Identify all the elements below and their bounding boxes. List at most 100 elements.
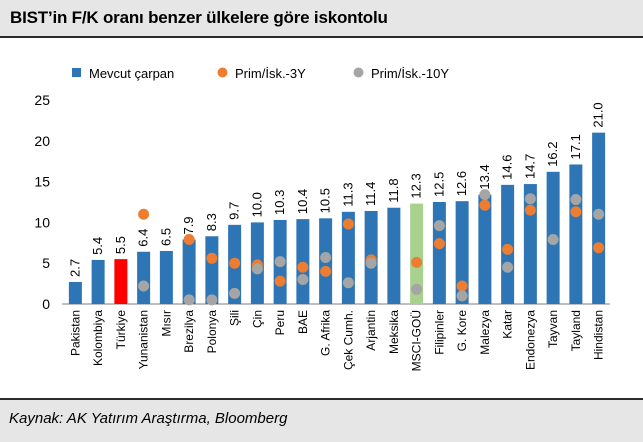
category-label: Yunanistan bbox=[137, 310, 151, 369]
dot-marker bbox=[138, 280, 150, 292]
dot-marker bbox=[206, 252, 218, 264]
bar bbox=[91, 259, 105, 304]
dot-marker bbox=[502, 243, 514, 255]
bar bbox=[478, 194, 492, 304]
value-label: 10.3 bbox=[272, 190, 287, 215]
y-tick-label: 0 bbox=[42, 296, 50, 312]
chart-title: BIST’in F/K oranı benzer ülkelere göre i… bbox=[10, 8, 388, 27]
category-label: BAE bbox=[296, 310, 310, 334]
category-label: Çin bbox=[250, 310, 264, 328]
legend-swatch bbox=[353, 67, 364, 78]
value-label: 2.7 bbox=[67, 259, 82, 277]
dot-marker bbox=[411, 283, 423, 295]
value-label: 14.6 bbox=[500, 155, 515, 180]
value-label: 10.0 bbox=[249, 192, 264, 217]
category-label: Pakistan bbox=[68, 310, 82, 356]
dot-marker bbox=[297, 261, 309, 273]
legend-swatch bbox=[217, 67, 228, 78]
bar bbox=[455, 201, 469, 304]
dot-marker bbox=[138, 208, 150, 220]
dot-marker bbox=[456, 280, 468, 292]
category-label: Arjantin bbox=[364, 310, 378, 351]
category-label: Mısır bbox=[159, 310, 173, 337]
y-tick-label: 5 bbox=[42, 255, 50, 271]
dot-marker bbox=[593, 208, 605, 220]
legend-label: Prim/İsk.-10Y bbox=[371, 66, 449, 81]
category-label: Filipinler bbox=[432, 310, 446, 355]
category-label: Peru bbox=[273, 310, 287, 335]
bar bbox=[137, 251, 151, 304]
value-label: 6.5 bbox=[158, 228, 173, 246]
dot-marker bbox=[524, 193, 536, 205]
bar bbox=[159, 250, 173, 304]
category-label: G. Kore bbox=[455, 310, 469, 352]
category-label: Türkiye bbox=[114, 310, 128, 350]
footer: Kaynak: AK Yatırım Araştırma, Bloomberg bbox=[0, 398, 643, 442]
category-label: Çek Cumh. bbox=[341, 310, 355, 370]
dot-marker bbox=[524, 204, 536, 216]
value-label: 8.3 bbox=[204, 213, 219, 231]
value-label: 10.4 bbox=[295, 189, 310, 214]
legend-label: Mevcut çarpan bbox=[89, 66, 174, 81]
bar bbox=[296, 219, 310, 304]
dot-marker bbox=[456, 290, 468, 302]
bar bbox=[205, 236, 219, 304]
category-label: Hindistan bbox=[592, 310, 606, 360]
footer-divider bbox=[0, 398, 643, 400]
value-label: 16.2 bbox=[545, 141, 560, 166]
bar bbox=[387, 207, 401, 304]
y-tick-label: 25 bbox=[34, 92, 50, 108]
value-label: 12.5 bbox=[431, 172, 446, 197]
dot-marker bbox=[411, 256, 423, 268]
bar bbox=[410, 203, 424, 304]
dot-marker bbox=[297, 274, 309, 286]
category-label: Tayland bbox=[569, 310, 583, 351]
dot-marker bbox=[251, 263, 263, 275]
title-divider bbox=[0, 36, 643, 38]
value-label: 21.0 bbox=[591, 102, 606, 127]
value-label: 9.7 bbox=[227, 202, 242, 220]
dot-marker bbox=[342, 277, 354, 289]
category-label: Tayvan bbox=[546, 310, 560, 348]
dot-marker bbox=[229, 287, 241, 299]
dot-marker bbox=[570, 194, 582, 206]
dot-marker bbox=[433, 238, 445, 250]
value-label: 7.9 bbox=[181, 216, 196, 234]
dot-marker bbox=[274, 275, 286, 287]
dot-marker bbox=[320, 265, 332, 277]
bar bbox=[432, 202, 446, 304]
category-label: Kolombiya bbox=[91, 310, 105, 366]
bar-chart: 0 5 10 15 20 25 2.7 Pakistan 5.4 Kolombiya 5.5 Türk… bbox=[34, 66, 610, 371]
dot-marker bbox=[547, 234, 559, 246]
value-label: 5.4 bbox=[90, 237, 105, 255]
value-label: 17.1 bbox=[568, 134, 583, 159]
dot-marker bbox=[570, 206, 582, 218]
value-label: 10.5 bbox=[318, 188, 333, 213]
value-label: 11.4 bbox=[363, 182, 378, 206]
value-label: 14.7 bbox=[522, 154, 537, 179]
dot-marker bbox=[365, 257, 377, 269]
value-label: 12.3 bbox=[409, 173, 424, 198]
y-tick-label: 20 bbox=[34, 133, 50, 149]
legend-swatch bbox=[72, 68, 81, 77]
bar bbox=[68, 281, 82, 304]
category-label: Endonezya bbox=[523, 310, 537, 370]
category-label: G. Afrika bbox=[319, 310, 333, 356]
dot-marker bbox=[502, 261, 514, 273]
source-note: Kaynak: AK Yatırım Araştırma, Bloomberg bbox=[9, 410, 288, 427]
dot-marker bbox=[342, 218, 354, 230]
y-tick-label: 10 bbox=[34, 214, 50, 230]
dot-marker bbox=[183, 294, 195, 306]
bar bbox=[114, 259, 128, 304]
value-label: 11.3 bbox=[340, 182, 355, 206]
category-label: Malezya bbox=[478, 310, 492, 355]
value-label: 11.8 bbox=[386, 178, 401, 202]
dot-marker bbox=[320, 251, 332, 263]
legend-label: Prim/İsk.-3Y bbox=[235, 66, 306, 81]
category-label: Polonya bbox=[205, 310, 219, 354]
dot-marker bbox=[433, 220, 445, 232]
category-label: Brezilya bbox=[182, 310, 196, 353]
category-label: Şili bbox=[228, 310, 242, 326]
bar bbox=[182, 239, 196, 304]
value-label: 12.6 bbox=[454, 171, 469, 196]
